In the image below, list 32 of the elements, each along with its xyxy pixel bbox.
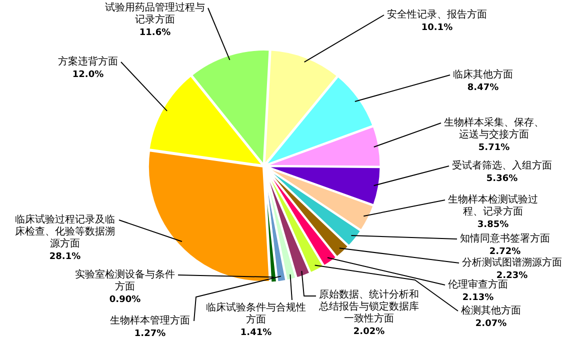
slice-label: 受试者筛选、入组方面 [452,160,552,172]
slice-label: 分析测试图谱溯源方面 [462,256,562,269]
data-label: 2.23% [496,270,528,281]
slice-label: 生物样本检测试验过程、记录方面 [448,194,538,218]
data-label: 3.85% [477,220,509,230]
slice-label: 检测其他方面 [461,304,521,317]
slice-label: 安全性记录、报告方面 [387,8,487,21]
slice-label: 临床其他方面 [453,68,513,81]
data-label: 10.1% [421,22,453,33]
slice-label: 临床试验过程记录及临床检查、化验等数据溯源方面 [15,214,115,250]
data-label: 5.71% [478,142,510,153]
slice-label: 原始数据、统计分析和总结报告与锁定数据库一致性方面 [318,288,419,325]
data-label: 2.72% [489,246,521,257]
data-label: 1.27% [134,328,166,339]
slice-label: 临床试验条件与合规性方面 [206,302,306,326]
data-label: 2.07% [475,318,507,329]
slice-label: 伦理审查方面 [448,278,508,291]
data-label: 8.47% [467,82,499,93]
slice-label: 实验室检测设备与条件方面 [75,268,175,293]
data-label: 1.41% [240,328,272,338]
data-label: 0.90% [109,294,141,305]
data-label: 2.02% [353,326,385,337]
data-label: 11.6% [139,28,171,38]
slice-label: 方案违背方面 [58,56,118,68]
data-label: 28.1% [49,252,81,262]
data-label: 12.0% [72,70,104,80]
slice-label: 试验用药品管理过程与记录方面 [105,2,205,26]
data-label: 2.13% [462,292,494,303]
slice-label: 生物样本采集、保存、运送与交接方面 [444,116,544,141]
slice-label: 生物样本管理方面 [110,314,190,327]
data-label: 5.36% [486,174,518,184]
slice-label: 知情同意书签署方面 [460,232,550,245]
